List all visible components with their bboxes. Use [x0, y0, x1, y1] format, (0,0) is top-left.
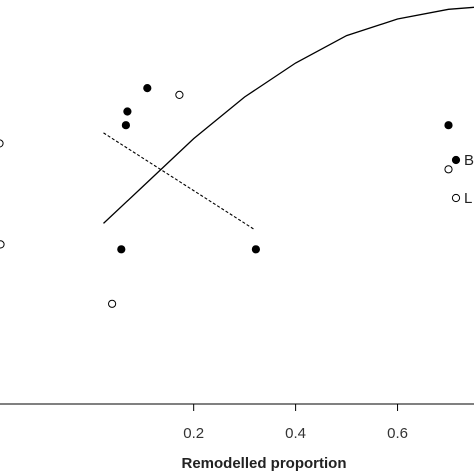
- dashed-fit-line: [103, 132, 255, 230]
- legend-marker-L: [451, 193, 461, 203]
- legend-marker-B: [451, 155, 461, 165]
- x-axis: 0.2 0.4 0.6: [0, 403, 474, 442]
- point-B-3: [117, 245, 126, 254]
- point-B-0: [143, 84, 152, 93]
- point-B-5: [444, 121, 453, 130]
- legend-label-L: L: [464, 190, 472, 207]
- point-B-4: [251, 245, 260, 254]
- x-axis-title: Remodelled proportion: [182, 455, 347, 472]
- point-L-2: [0, 240, 5, 249]
- x-tick-label-0: 0.2: [183, 425, 204, 442]
- x-tick-label-1: 0.4: [285, 425, 306, 442]
- legend-label-B: B: [464, 152, 474, 169]
- x-tick-label-2: 0.6: [387, 425, 408, 442]
- point-L-3: [108, 299, 117, 308]
- point-L-4: [444, 165, 453, 174]
- point-B-2: [121, 121, 131, 130]
- point-B-1: [123, 107, 132, 116]
- point-L-0: [175, 90, 184, 100]
- fit-lines: [103, 6, 474, 230]
- solid-fit-curve: [103, 6, 474, 224]
- data-points: [0, 84, 453, 308]
- point-L-1: [0, 139, 4, 148]
- legend: BL: [451, 152, 474, 207]
